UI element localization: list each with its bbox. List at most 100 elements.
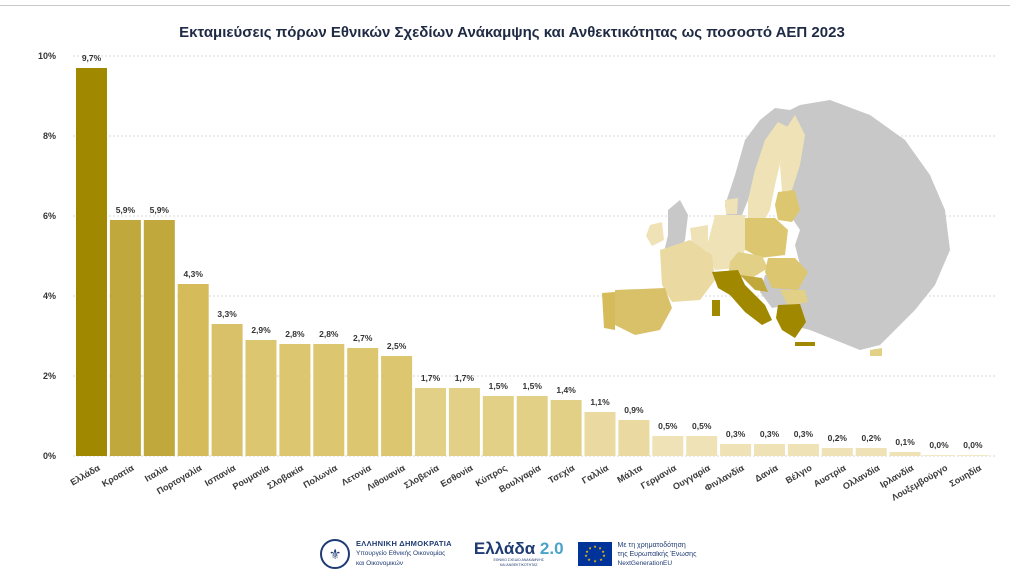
greece20-num: 2.0 bbox=[539, 539, 564, 558]
value-label: 0,9% bbox=[624, 405, 644, 415]
chart-title: Εκταμιεύσεις πόρων Εθνικών Σχεδίων Ανάκα… bbox=[179, 24, 845, 41]
greece20-logo: Ελλάδα 2.0 ΕΘΝΙΚΟ ΣΧΕΔΙΟ ΑΝΑΚΑΜΨΗΣ ΚΑΙ Α… bbox=[474, 540, 564, 568]
value-label: 2,5% bbox=[387, 341, 407, 351]
svg-text:★: ★ bbox=[599, 557, 603, 562]
value-label: 5,9% bbox=[150, 205, 170, 215]
value-label: 0,2% bbox=[862, 433, 882, 443]
bar bbox=[415, 388, 446, 456]
bar bbox=[584, 412, 616, 456]
map-sardinia bbox=[712, 300, 720, 316]
bar bbox=[957, 455, 989, 456]
bar bbox=[720, 444, 752, 456]
value-label: 0,1% bbox=[895, 437, 915, 447]
value-label: 0,0% bbox=[929, 440, 949, 450]
map-sweden bbox=[748, 122, 790, 228]
value-label: 2,8% bbox=[285, 329, 305, 339]
bar bbox=[211, 324, 243, 456]
category-label: Γαλλία bbox=[580, 462, 611, 485]
category-label: Πολωνία bbox=[301, 462, 339, 490]
map-poland bbox=[742, 218, 788, 258]
bar bbox=[550, 400, 582, 456]
category-label: Κροατία bbox=[100, 462, 136, 488]
value-label: 5,9% bbox=[116, 205, 136, 215]
map-russia bbox=[770, 100, 950, 350]
svg-text:★: ★ bbox=[601, 549, 605, 554]
value-label: 9,7% bbox=[82, 53, 102, 63]
value-label: 0,5% bbox=[658, 421, 678, 431]
y-tick-label: 6% bbox=[43, 211, 56, 221]
map-croatia bbox=[740, 275, 768, 292]
map-turkey bbox=[815, 295, 900, 335]
category-label: Σλοβενία bbox=[402, 462, 441, 490]
eu-ngeu: NextGenerationEU bbox=[617, 559, 673, 567]
category-label: Σλοβακία bbox=[266, 462, 306, 491]
svg-text:★: ★ bbox=[593, 544, 597, 549]
footer-logos: ⚜ ΕΛΛΗΝΙΚΗ ΔΗΜΟΚΡΑΤΙΑ Υπουργείο Εθνικής … bbox=[320, 536, 696, 572]
svg-text:★: ★ bbox=[587, 557, 591, 562]
bar bbox=[381, 356, 413, 456]
bar bbox=[313, 344, 345, 456]
value-label: 1,7% bbox=[421, 373, 441, 383]
gov-logo: ⚜ ΕΛΛΗΝΙΚΗ ΔΗΜΟΚΡΑΤΙΑ Υπουργείο Εθνικής … bbox=[320, 539, 452, 569]
map-france bbox=[660, 240, 715, 302]
bar bbox=[448, 388, 480, 456]
bar bbox=[516, 396, 548, 456]
value-label: 1,4% bbox=[556, 385, 576, 395]
bar bbox=[787, 444, 819, 456]
bar bbox=[923, 455, 955, 456]
y-axis: 0% 2% 4% 6% 8% 10% bbox=[38, 51, 56, 461]
map-cyprus bbox=[870, 348, 882, 356]
value-label: 1,5% bbox=[523, 381, 543, 391]
bar bbox=[109, 220, 141, 456]
svg-text:★: ★ bbox=[598, 546, 602, 551]
bar bbox=[347, 348, 379, 456]
category-label: Δανία bbox=[753, 462, 780, 483]
value-label: 0,5% bbox=[692, 421, 712, 431]
map-bulgaria bbox=[780, 290, 808, 306]
svg-text:★: ★ bbox=[593, 559, 597, 564]
greek-seal-icon: ⚜ bbox=[320, 539, 350, 569]
y-tick-label: 2% bbox=[43, 371, 56, 381]
greece20-sub1: ΕΘΝΙΚΟ ΣΧΕΔΙΟ ΑΝΑΚΑΜΨΗΣ bbox=[493, 558, 544, 562]
eu-line1: Με τη χρηματοδότηση bbox=[617, 541, 686, 549]
bar bbox=[618, 420, 650, 456]
y-tick-label: 10% bbox=[38, 51, 56, 61]
bar bbox=[482, 396, 514, 456]
map-denmark bbox=[725, 198, 738, 214]
category-label: Τσεχία bbox=[547, 462, 577, 485]
greece20-sub2: ΚΑΙ ΑΝΘΕΚΤΙΚΟΤΗΤΑΣ bbox=[499, 563, 538, 567]
europe-map bbox=[602, 100, 950, 356]
value-labels: 9,7% 5,9% 5,9% 4,3% 3,3% 2,9% 2,8% 2,8% 2,7% 2,5%… bbox=[82, 53, 983, 450]
value-label: 0,0% bbox=[963, 440, 983, 450]
map-baltics bbox=[775, 190, 800, 222]
bar bbox=[855, 448, 887, 456]
bar bbox=[279, 344, 311, 456]
map-uk bbox=[664, 200, 688, 255]
gov-title: ΕΛΛΗΝΙΚΗ ΔΗΜΟΚΡΑΤΙΑ bbox=[356, 539, 452, 548]
y-tick-label: 0% bbox=[43, 451, 56, 461]
svg-text:★: ★ bbox=[588, 546, 592, 551]
value-label: 0,2% bbox=[828, 433, 848, 443]
top-divider bbox=[0, 5, 1010, 6]
category-label: Λιθουανία bbox=[365, 462, 407, 492]
map-romania bbox=[765, 258, 808, 290]
svg-text:★: ★ bbox=[585, 549, 589, 554]
bar bbox=[686, 436, 718, 456]
map-spain bbox=[615, 288, 672, 335]
value-label: 2,8% bbox=[319, 329, 339, 339]
category-label: Ρουμανία bbox=[231, 462, 272, 491]
category-label: Ολλανδία bbox=[841, 462, 882, 491]
value-label: 3,3% bbox=[217, 309, 237, 319]
bar bbox=[245, 340, 277, 456]
bar bbox=[143, 220, 175, 456]
eu-line2: της Ευρωπαϊκής Ένωσης bbox=[617, 550, 697, 558]
bars bbox=[76, 68, 989, 456]
y-tick-label: 8% bbox=[43, 131, 56, 141]
category-label: Σουηδία bbox=[948, 462, 984, 488]
map-greece bbox=[776, 304, 806, 338]
bar bbox=[177, 284, 209, 456]
bar bbox=[76, 68, 107, 456]
value-label: 1,7% bbox=[455, 373, 475, 383]
